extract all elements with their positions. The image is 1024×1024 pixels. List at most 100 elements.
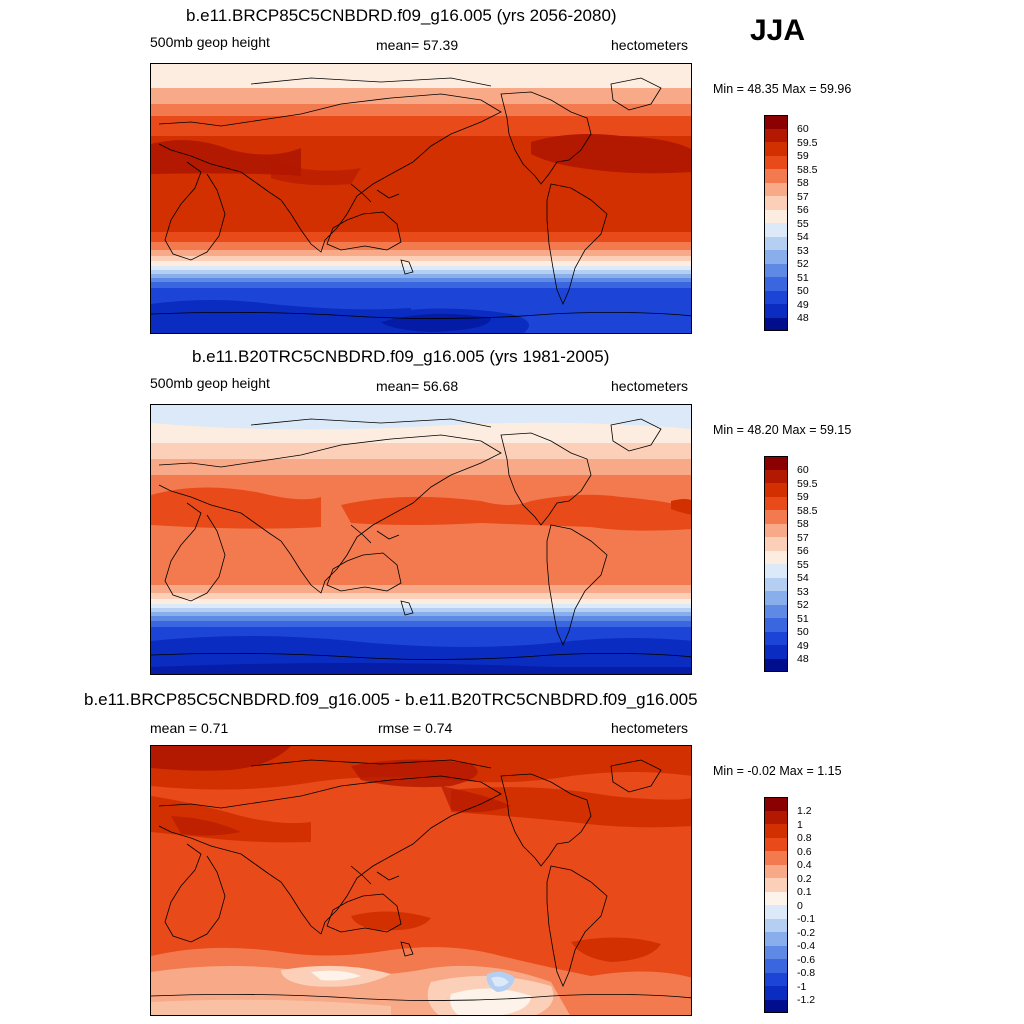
panel2-colorbar-label: 56 [797,545,809,557]
panel1-colorbar-box [764,169,788,183]
panel3-mean-label: mean = 0.71 [150,720,229,736]
panel2-colorbar-box [764,604,788,618]
panel2-colorbar-box [764,456,788,470]
panel2-variable-label: 500mb geop height [150,375,270,391]
panel2-colorbar-label: 53 [797,585,809,598]
panel2-colorbar-outline [764,456,788,672]
panel2-colorbar-box [764,591,788,605]
panel1-colorbar-label: 51 [797,271,809,284]
panel2-colorbar-box [764,523,788,537]
panel3-colorbar-box [764,824,788,838]
panel1-colorbar-box [764,277,788,291]
panel1-colorbar-label: 58 [797,177,809,189]
panel3-colorbar-outline [764,797,788,1013]
panel2-colorbar-label: 59.5 [797,477,818,490]
panel1-colorbar-box [764,263,788,277]
panel1-colorbar-label: 48 [797,312,809,324]
panel1-colorbar-box [764,128,788,142]
panel3-colorbar-label: -1.2 [797,994,816,1006]
panel3-colorbar-box [764,945,788,959]
panel2-colorbar-label: 50 [797,626,809,638]
panel1-colorbar-label: 54 [797,231,809,243]
panel3-colorbar-box [764,797,788,811]
panel1-mean-label: mean= 57.39 [376,37,459,53]
panel1-minmax-label: Min = 48.35 Max = 59.96 [713,82,852,96]
panel1-colorbar-label: 55 [797,217,809,230]
panel2-colorbar-box [764,550,788,564]
panel3-colorbar-box [764,891,788,905]
panel3-rmse-label: rmse = 0.74 [378,720,453,736]
panel2-colorbar-label: 57 [797,531,809,544]
panel2-colorbar-label: 51 [797,612,809,625]
panel3-colorbar-label: -0.2 [797,926,816,939]
panel3-colorbar-label: -0.4 [797,940,816,952]
panel1-colorbar-box [764,115,788,129]
panel3-colorbar [764,797,788,1013]
panel1-colorbar-outline [764,115,788,331]
panel2-colorbar [764,456,788,672]
panel1-colorbar [764,115,788,331]
panel2-colorbar-box [764,577,788,591]
panel2-colorbar-label: 55 [797,558,809,571]
panel2-colorbar-box [764,658,788,672]
panel1-colorbar-box [764,142,788,156]
panel2-colorbar-box [764,496,788,510]
panel1-colorbar-box [764,236,788,250]
panel1-colorbar-box [764,209,788,223]
panel3-colorbar-box [764,837,788,851]
panel2-colorbar-label: 52 [797,599,809,611]
panel2-colorbar-box [764,469,788,483]
panel1-colorbar-label: 50 [797,285,809,297]
panel3-colorbar-box [764,810,788,824]
panel2-colorbar-box [764,645,788,659]
panel2-colorbar-label: 49 [797,639,809,652]
panel1-colorbar-label: 58.5 [797,163,818,176]
panel1-units-label: hectometers [611,37,689,53]
panel3-colorbar-box [764,999,788,1013]
panel1-contour-field [151,64,691,333]
panel3-colorbar-label: 0 [797,899,803,912]
panel2-map [150,404,692,675]
panel2-colorbar-label: 54 [797,572,809,584]
panel3-units-label: hectometers [611,720,689,736]
panel1-colorbar-label: 53 [797,244,809,257]
panel2-mean-label: mean= 56.68 [376,378,459,394]
panel1-colorbar-box [764,182,788,196]
panel2-colorbar-box [764,537,788,551]
panel2-colorbar-label: 58.5 [797,504,818,517]
panel1-map [150,63,692,334]
panel3-colorbar-box [764,972,788,986]
panel1-colorbar-box [764,290,788,304]
panel1-colorbar-label: 49 [797,298,809,311]
panel3-colorbar-label: -0.8 [797,967,816,979]
panel1-colorbar-box [764,223,788,237]
panel2-colorbar-label: 48 [797,653,809,665]
panel1-colorbar-box [764,155,788,169]
panel1-title: b.e11.BRCP85C5CNBDRD.f09_g16.005 (yrs 20… [186,6,617,25]
panel2-colorbar-box [764,510,788,524]
panel2-title: b.e11.B20TRC5CNBDRD.f09_g16.005 (yrs 198… [192,347,610,366]
panel3-colorbar-box [764,918,788,932]
season-label: JJA [750,14,806,47]
panel1-colorbar-label: 57 [797,190,809,203]
panel3-colorbar-label: 0.2 [797,872,812,885]
panel3-colorbar-label: -0.1 [797,913,816,925]
panel3-colorbar-box [764,878,788,892]
panel3-colorbar-box [764,864,788,878]
panel3-colorbar-label: 0.8 [797,832,812,844]
panel1-colorbar-box [764,317,788,331]
panel3-colorbar-box [764,932,788,946]
panel1-colorbar-label: 59.5 [797,136,818,149]
panel3-colorbar-label: 0.1 [797,886,812,898]
panel3-colorbar-box [764,986,788,1000]
panel2-minmax-label: Min = 48.20 Max = 59.15 [713,423,852,437]
panel3-minmax-label: Min = -0.02 Max = 1.15 [713,764,842,778]
panel3-colorbar-label: 0.6 [797,845,812,858]
panel2-colorbar-box [764,483,788,497]
panel3-colorbar-label: -0.6 [797,953,816,966]
panel3-map [150,745,692,1016]
panel2-units-label: hectometers [611,378,689,394]
panel1-variable-label: 500mb geop height [150,34,270,50]
panel3-colorbar-label: 1.2 [797,805,812,817]
panel3-colorbar-label: -1 [797,980,807,993]
